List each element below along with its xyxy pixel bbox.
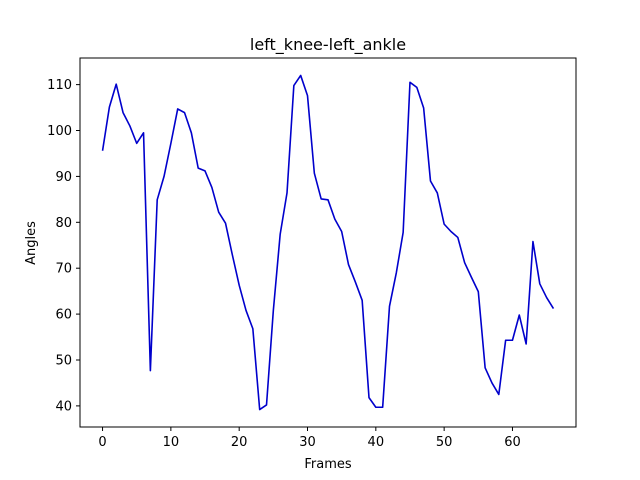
y-tick-label: 110: [47, 78, 72, 93]
y-axis-ticks: 40 50 60 70 80 90 100 110: [47, 78, 80, 414]
x-tick-label: 60: [504, 435, 521, 450]
series-line: [101, 74, 555, 411]
y-axis-label: Angles: [24, 221, 39, 265]
x-tick-label: 0: [98, 435, 106, 450]
y-tick-label: 90: [55, 170, 72, 185]
plot-frame: [79, 57, 577, 428]
plot-area: [101, 74, 555, 411]
x-tick-label: 40: [368, 435, 385, 450]
y-tick-label: 40: [55, 399, 72, 414]
y-tick-label: 80: [55, 216, 72, 231]
y-tick-label: 60: [55, 308, 72, 323]
x-tick-label: 50: [436, 435, 453, 450]
y-tick-label: 70: [55, 262, 72, 277]
x-tick-label: 30: [299, 435, 316, 450]
x-axis-label: Frames: [304, 457, 352, 472]
y-tick-label: 100: [47, 124, 72, 139]
chart-title: left_knee-left_ankle: [250, 35, 406, 55]
y-tick-label: 50: [55, 353, 72, 368]
x-axis-ticks: 0 10 20 30 40 50 60: [98, 427, 521, 450]
x-tick-label: 20: [231, 435, 248, 450]
x-tick-label: 10: [163, 435, 180, 450]
